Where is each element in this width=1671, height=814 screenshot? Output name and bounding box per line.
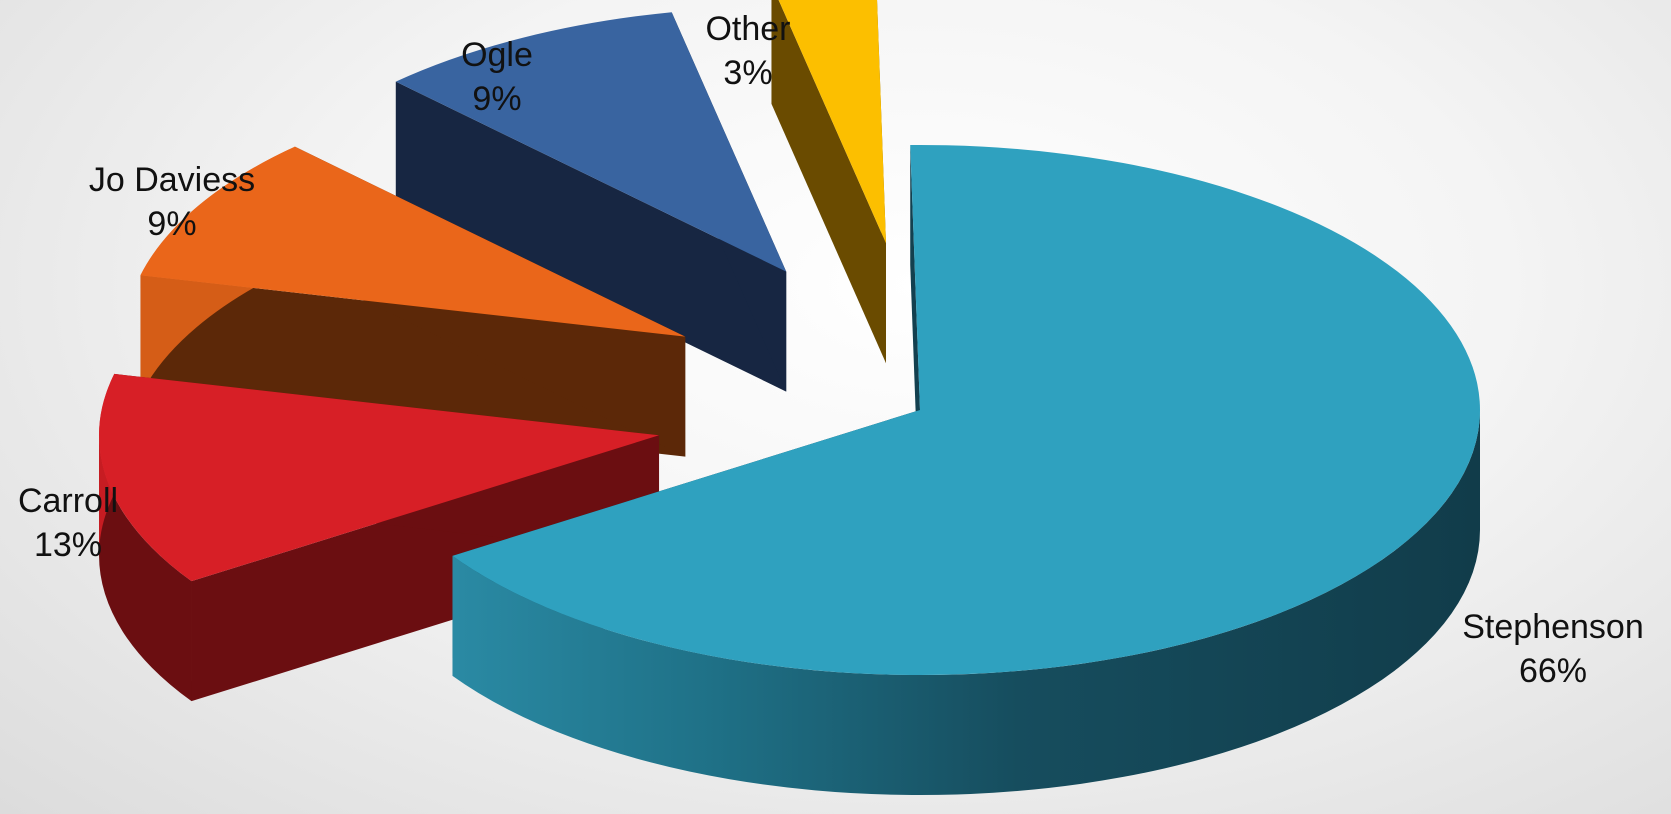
slice-side-start-ogle: [395, 81, 787, 392]
slice-jo-daviess: [140, 146, 686, 457]
slice-name-other: Other: [705, 10, 790, 48]
label-ogle: Ogle 9%: [461, 36, 533, 118]
slice-top-other: [778, 0, 887, 244]
slice-percent-ogle: 9%: [472, 80, 521, 118]
slice-percent-carroll: 13%: [34, 526, 102, 564]
slice-top-stephenson: [452, 145, 1480, 675]
slice-name-jo-daviess: Jo Daviess: [89, 161, 255, 199]
slice-top-carroll: [99, 373, 660, 582]
slice-top-jo-daviess: [140, 146, 686, 337]
slice-percent-jo-daviess: 9%: [147, 205, 196, 243]
label-carroll: Carroll 13%: [18, 482, 118, 564]
label-stephenson: Stephenson 66%: [1462, 608, 1644, 690]
label-jo-daviess: Jo Daviess 9%: [89, 161, 255, 243]
label-other: Other 3%: [705, 10, 790, 92]
slice-top-ogle: [395, 12, 787, 272]
slice-stephenson: [452, 145, 1480, 795]
slice-side-start-jo-daviess: [140, 275, 686, 457]
slice-name-carroll: Carroll: [18, 482, 118, 520]
slice-name-ogle: Ogle: [461, 36, 533, 74]
slice-outer-wall-stephenson: [452, 410, 1480, 795]
slice-other: [771, 0, 887, 364]
slice-name-stephenson: Stephenson: [1462, 608, 1644, 646]
slice-side-start-other: [771, 0, 887, 364]
slice-carroll: [99, 373, 660, 702]
slice-ogle: [395, 12, 787, 392]
slice-percent-stephenson: 66%: [1519, 652, 1587, 690]
slice-outer-wall-carroll: [99, 435, 192, 702]
slice-percent-other: 3%: [723, 54, 772, 92]
